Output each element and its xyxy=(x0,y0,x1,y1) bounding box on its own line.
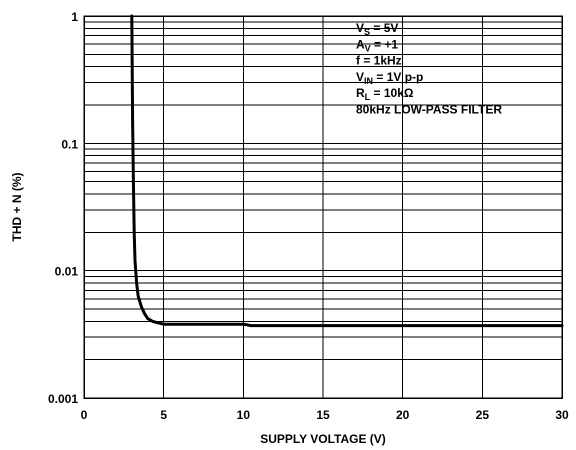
x-tick-label: 5 xyxy=(160,408,167,422)
y-tick-label: 0.1 xyxy=(61,137,78,151)
x-axis-label: SUPPLY VOLTAGE (V) xyxy=(260,432,386,446)
condition-text: f = 1kHz xyxy=(356,54,402,68)
series-layer xyxy=(130,14,564,328)
condition-text: AV = +1 xyxy=(356,37,398,53)
condition-text: 80kHz LOW-PASS FILTER xyxy=(356,103,502,117)
y-tick-label: 0.001 xyxy=(48,392,78,406)
x-axis-ticks: 0 5 10 15 20 25 30 xyxy=(81,408,569,422)
x-tick-label: 10 xyxy=(237,408,251,422)
y-axis-label: THD + N (%) xyxy=(10,172,24,241)
series-line-0 xyxy=(130,14,564,328)
x-tick-label: 30 xyxy=(555,408,569,422)
condition-text: VS = 5V xyxy=(356,21,398,37)
y-tick-label: 0.01 xyxy=(55,265,79,279)
x-tick-label: 25 xyxy=(476,408,490,422)
condition-text: RL = 10kΩ xyxy=(356,86,414,102)
y-axis-ticks: 0.001 0.01 0.1 1 xyxy=(48,10,78,406)
y-tick-label: 1 xyxy=(71,10,78,24)
plot-frame xyxy=(83,15,563,399)
x-tick-label: 20 xyxy=(396,408,410,422)
grid xyxy=(84,16,562,398)
x-tick-label: 0 xyxy=(81,408,88,422)
condition-text: VIN = 1V p-p xyxy=(356,70,423,86)
x-tick-label: 15 xyxy=(316,408,330,422)
